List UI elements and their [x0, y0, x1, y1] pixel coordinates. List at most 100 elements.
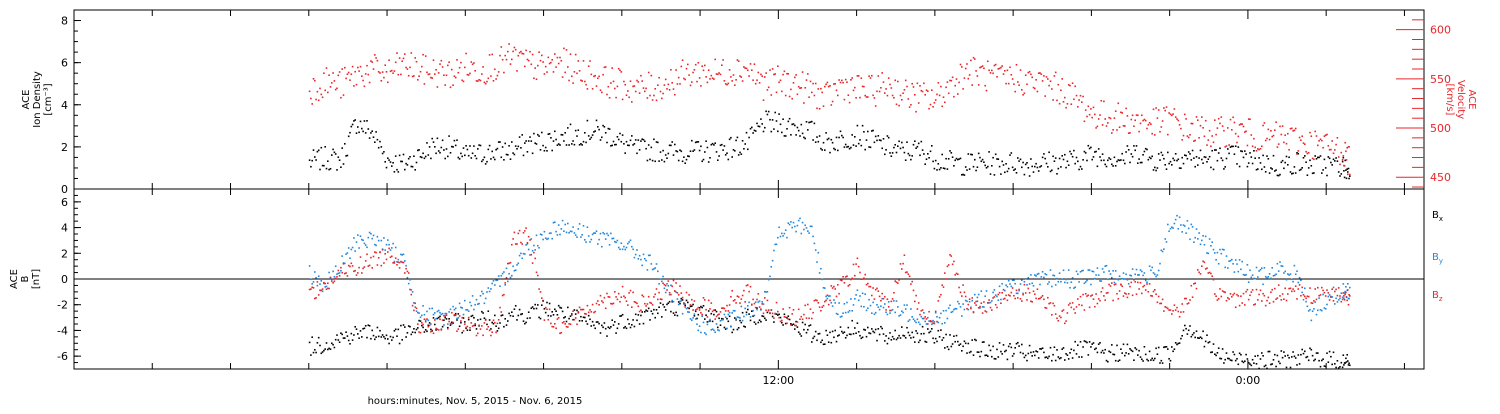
ion-density-series-point	[505, 153, 508, 156]
bx-series-point	[1220, 357, 1223, 360]
velocity-series-point	[1347, 173, 1349, 176]
velocity-series-point	[508, 43, 510, 45]
velocity-series-point	[1091, 116, 1093, 119]
bz-series-point	[511, 243, 513, 246]
by-series-point	[1343, 292, 1346, 294]
bz-series-point	[764, 297, 766, 299]
bz-series-point	[910, 283, 912, 285]
bz-series-point	[317, 294, 320, 296]
velocity-series-point	[996, 76, 998, 78]
bz-series-point	[1178, 315, 1181, 318]
bz-series-point	[898, 279, 900, 281]
bz-series-point	[749, 285, 752, 288]
by-series-point	[1191, 226, 1194, 228]
bx-series-point	[563, 317, 565, 319]
ion-density-series-point	[758, 125, 761, 128]
legend-bx: Bx	[1432, 210, 1443, 223]
bz-series-point	[445, 314, 448, 316]
velocity-series-point	[898, 104, 900, 107]
bz-series-point	[497, 319, 500, 321]
velocity-series-point	[951, 76, 954, 79]
ion-density-series-point	[1133, 145, 1135, 147]
bx-series-point	[1199, 336, 1202, 338]
bx-series-point	[701, 306, 703, 309]
bx-series-point	[495, 325, 497, 327]
ion-density-series-point	[861, 124, 864, 127]
bx-series-point	[955, 334, 958, 337]
ion-density-series-point	[565, 144, 568, 146]
bx-series-point	[1341, 366, 1344, 369]
by-series-point	[824, 287, 826, 289]
bz-series-point	[581, 308, 583, 311]
velocity-series-point	[706, 81, 709, 84]
bz-series-point	[1322, 289, 1324, 292]
bx-series-point	[1005, 349, 1007, 352]
bz-series-point	[1040, 296, 1043, 299]
bz-series-point	[521, 243, 523, 245]
bz-series-point	[1010, 291, 1013, 294]
velocity-series-point	[709, 78, 711, 80]
bz-series-point	[667, 280, 670, 282]
ion-density-series-point	[964, 166, 967, 168]
velocity-series-point	[842, 81, 844, 84]
ion-density-series-point	[719, 144, 722, 147]
ion-density-series-point	[904, 159, 907, 161]
by-series-point	[722, 318, 724, 321]
velocity-series-point	[1075, 94, 1078, 97]
bz-series-point	[800, 315, 803, 318]
ion-density-series-point	[437, 150, 440, 152]
bx-series-point	[752, 315, 754, 317]
ion-density-series-point	[731, 156, 733, 158]
bx-series-point	[457, 313, 460, 315]
velocity-series-point	[1141, 114, 1143, 117]
by-series-point	[1228, 260, 1230, 262]
velocity-series-point	[439, 63, 441, 65]
bz-series-point	[1254, 303, 1256, 305]
bx-series-point	[331, 342, 333, 345]
velocity-series-point	[490, 75, 492, 77]
ion-density-series-point	[773, 128, 775, 130]
velocity-series-point	[734, 84, 736, 86]
by-series-point	[508, 272, 510, 275]
by-series-point	[734, 310, 736, 312]
bx-series-point	[616, 327, 619, 330]
bx-series-point	[821, 339, 823, 342]
bx-series-point	[1099, 342, 1101, 344]
ion-density-series-point	[534, 142, 536, 144]
velocity-series-point	[1100, 100, 1103, 102]
bz-series-point	[869, 285, 872, 288]
by-series-point	[685, 307, 688, 310]
bz-series-point	[663, 283, 666, 286]
ion-density-series-point	[1105, 165, 1108, 168]
velocity-series-point	[641, 80, 643, 82]
ion-density-series-point	[696, 141, 698, 143]
ion-density-series-point	[881, 147, 883, 150]
velocity-series-point	[782, 73, 784, 76]
velocity-series-point	[1237, 135, 1240, 138]
by-series-point	[601, 245, 603, 248]
ion-density-series-point	[1157, 153, 1160, 155]
velocity-series-point	[625, 94, 628, 96]
bx-series-point	[807, 328, 809, 331]
by-series-point	[924, 320, 926, 323]
ion-density-series-point	[817, 140, 820, 143]
ion-density-series-point	[1276, 174, 1279, 177]
bz-series-point	[1053, 304, 1056, 307]
bx-series-point	[846, 334, 848, 337]
by-series-point	[791, 226, 793, 229]
bz-series-point	[1028, 292, 1031, 294]
bx-series-point	[1340, 361, 1343, 364]
bz-series-point	[718, 313, 720, 315]
bz-series-point	[923, 317, 925, 320]
velocity-series-point	[698, 77, 701, 79]
velocity-series-point	[1021, 89, 1023, 91]
by-series-point	[786, 236, 788, 239]
velocity-series-point	[1180, 127, 1182, 130]
velocity-series-point	[880, 87, 882, 89]
by-series-point	[950, 311, 953, 314]
velocity-series-point	[1214, 119, 1216, 121]
ion-density-series-point	[998, 165, 1001, 168]
by-series-point	[827, 295, 830, 297]
bz-series-point	[834, 288, 836, 290]
by-series-point	[1143, 272, 1146, 274]
